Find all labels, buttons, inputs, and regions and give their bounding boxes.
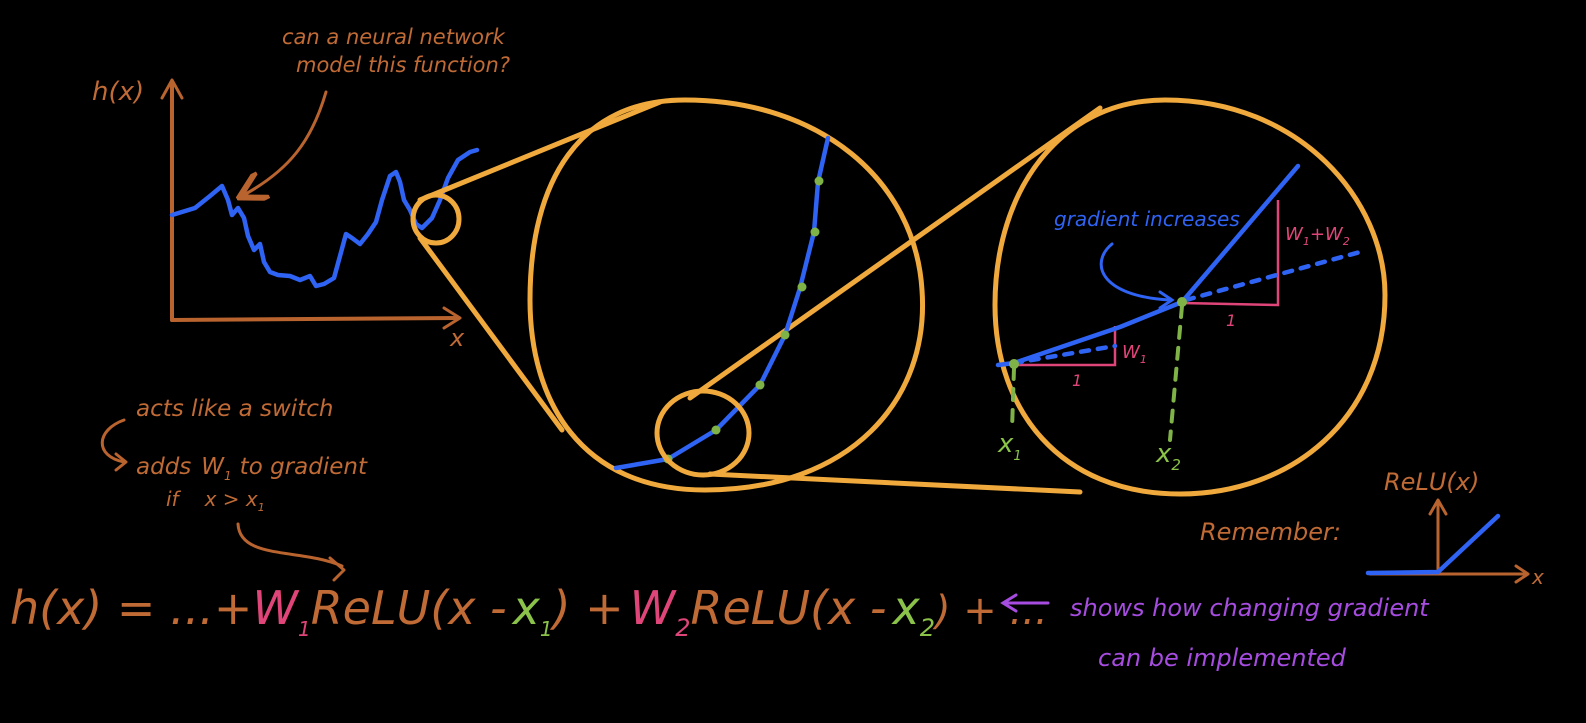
switch-bracket-arrow bbox=[100, 418, 126, 464]
zoom-circle-right bbox=[992, 97, 1388, 497]
dashed-extension-2 bbox=[1183, 249, 1363, 303]
relu-reminder: Remember: ReLU(x) x bbox=[1200, 468, 1544, 589]
note-line-1: shows how changing gradient bbox=[1070, 594, 1430, 622]
note-line-2: can be implemented bbox=[1098, 644, 1347, 672]
zoom-lines bbox=[417, 99, 1103, 495]
relu-x-label: x bbox=[1531, 565, 1544, 589]
question-line-1: can a neural network bbox=[282, 25, 506, 49]
x2-label: x2 bbox=[1155, 439, 1181, 474]
piecewise-linear bbox=[995, 163, 1301, 368]
condition-arrow bbox=[236, 522, 344, 568]
relu-y-axis-arrowhead bbox=[1428, 498, 1448, 516]
equation: h(x) = ...+W1ReLU(x - x1) + W2ReLU(x - x2) … bbox=[10, 581, 1430, 672]
zoom-circle-inner bbox=[654, 388, 752, 478]
question-arrow bbox=[242, 90, 328, 196]
sample-point bbox=[780, 330, 790, 340]
slope-triangle-2 bbox=[1181, 200, 1280, 307]
relu-curve bbox=[1365, 513, 1501, 576]
x-axis-label: x bbox=[449, 324, 465, 352]
kink-line-x2 bbox=[1168, 304, 1184, 442]
zoom-line-top-2 bbox=[687, 105, 1103, 401]
middle-zoom bbox=[527, 97, 926, 493]
sample-point bbox=[814, 176, 824, 186]
condition-note: if x > x1 bbox=[166, 487, 265, 514]
sample-point bbox=[711, 425, 721, 435]
sample-point bbox=[810, 227, 820, 237]
run-label-2: 1 bbox=[1226, 311, 1236, 330]
relu-title: ReLU(x) bbox=[1384, 468, 1479, 496]
slope-triangle-1 bbox=[1014, 326, 1117, 367]
kink-point-x2 bbox=[1177, 297, 1187, 307]
condition-arrowhead bbox=[328, 556, 346, 582]
kink-line-x1 bbox=[1010, 366, 1016, 432]
sample-point bbox=[755, 380, 765, 390]
switch-bracket-arrowhead bbox=[114, 452, 128, 472]
note-arrowhead bbox=[1000, 593, 1018, 613]
w1-plus-w2-label: W1+W2 bbox=[1285, 224, 1350, 248]
x1-label: x1 bbox=[997, 429, 1022, 464]
remember-label: Remember: bbox=[1200, 518, 1341, 546]
zoom-circle-middle bbox=[527, 97, 926, 493]
kink-point-x1 bbox=[1009, 359, 1019, 369]
x-axis bbox=[170, 316, 460, 322]
zoom-line-bottom-2 bbox=[707, 471, 1083, 495]
acts-like-switch-note: acts like a switch bbox=[136, 396, 333, 422]
run-label-1: 1 bbox=[1072, 371, 1082, 390]
zoom-line-top-1 bbox=[417, 99, 663, 203]
zoomed-curve bbox=[613, 135, 831, 471]
sample-point bbox=[797, 282, 807, 292]
gradient-arrowhead bbox=[1158, 290, 1175, 310]
gradient-increases-label: gradient increases bbox=[1054, 207, 1240, 231]
w1-label: W1 bbox=[1122, 342, 1147, 366]
right-zoom: gradient increases W1 W1+W2 1 1 x1 x2 bbox=[992, 97, 1388, 497]
relu-sum-equation: h(x) = ...+W1ReLU(x - x1) + W2ReLU(x - x2) … bbox=[10, 581, 1048, 642]
function-curve bbox=[169, 147, 480, 289]
adds-w1-note: adds W1 to gradient bbox=[136, 454, 368, 483]
x-axis-arrowhead bbox=[442, 306, 462, 330]
gradient-arrow bbox=[1099, 242, 1172, 302]
question-line-2: model this function? bbox=[296, 53, 510, 77]
zoom-line-bottom-1 bbox=[417, 235, 565, 433]
y-axis-arrowhead bbox=[160, 78, 184, 100]
switch-notes: acts like a switch adds W1 to gradient if x… bbox=[100, 396, 368, 582]
relu-x-axis-arrowhead bbox=[1514, 564, 1530, 584]
y-axis-label: h(x) bbox=[92, 77, 144, 107]
dashed-extension-1 bbox=[1011, 343, 1118, 366]
